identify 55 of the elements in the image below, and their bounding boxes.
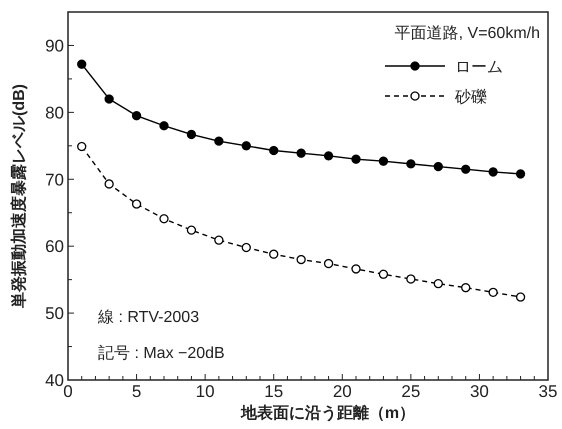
point bbox=[516, 169, 526, 179]
point bbox=[434, 279, 443, 288]
point bbox=[132, 111, 142, 120]
point bbox=[132, 199, 142, 209]
x-tick-label: 15 bbox=[264, 382, 284, 401]
point bbox=[159, 121, 169, 130]
y-tick-label: 60 bbox=[45, 237, 64, 256]
point bbox=[406, 159, 416, 169]
point bbox=[77, 60, 86, 69]
point bbox=[242, 141, 251, 150]
point bbox=[378, 156, 388, 166]
point bbox=[214, 136, 224, 146]
point bbox=[351, 264, 361, 274]
x-tick-label: 35 bbox=[538, 382, 558, 401]
y-axis-title: 単発振動加速度暴露レベル(dB) bbox=[9, 84, 28, 309]
point bbox=[104, 94, 114, 104]
point bbox=[461, 164, 470, 174]
x-tick-label: 25 bbox=[401, 382, 420, 401]
point bbox=[461, 283, 470, 292]
point bbox=[488, 288, 498, 297]
point bbox=[516, 292, 526, 302]
point bbox=[406, 274, 416, 284]
point bbox=[488, 167, 498, 177]
x-tick-label: 30 bbox=[470, 382, 489, 401]
legend-label: 砂礫 bbox=[454, 88, 487, 106]
x-tick-label: 0 bbox=[63, 382, 73, 401]
annotation: 線 : RTV-2003 bbox=[98, 309, 200, 326]
y-tick-label: 70 bbox=[45, 170, 64, 190]
point bbox=[104, 179, 114, 189]
point bbox=[324, 258, 334, 268]
y-tick-label: 80 bbox=[45, 103, 64, 122]
point bbox=[159, 214, 169, 224]
x-tick-label: 5 bbox=[132, 382, 142, 401]
y-tick-label: 40 bbox=[45, 371, 64, 390]
point bbox=[378, 270, 388, 279]
legend-title: 平面道路, V=60km/h bbox=[394, 25, 540, 42]
x-tick-label: 20 bbox=[332, 382, 352, 401]
annotation: 記号 : Max −20dB bbox=[98, 345, 225, 362]
point bbox=[324, 151, 334, 161]
point bbox=[214, 236, 224, 245]
point bbox=[242, 242, 251, 252]
point bbox=[296, 148, 306, 158]
y-tick-label: 90 bbox=[45, 36, 64, 56]
x-tick-label: 10 bbox=[196, 382, 215, 401]
point bbox=[296, 254, 306, 264]
legend-label: ローム bbox=[455, 59, 503, 76]
point bbox=[269, 250, 278, 259]
point bbox=[269, 146, 278, 156]
point bbox=[351, 154, 361, 164]
point bbox=[186, 130, 196, 140]
y-tick-label: 50 bbox=[45, 304, 64, 324]
point bbox=[434, 162, 443, 172]
x-axis-title: 地表面に沿う距離（m） bbox=[240, 404, 416, 422]
point bbox=[77, 142, 86, 152]
point bbox=[186, 225, 196, 235]
